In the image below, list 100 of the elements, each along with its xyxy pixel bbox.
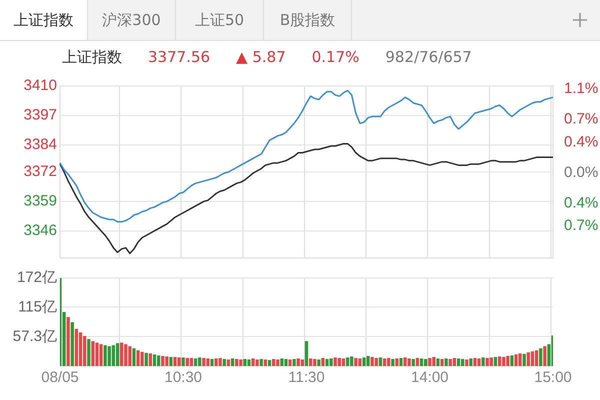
y2-tick-label: 0.7%: [564, 110, 598, 128]
text: 沪深300: [88, 0, 176, 40]
bar: [452, 358, 456, 366]
bar: [165, 356, 168, 366]
bar: [313, 359, 316, 366]
bar: [120, 342, 124, 366]
bar: [260, 359, 263, 366]
bar: [198, 357, 202, 366]
bar: [510, 355, 514, 366]
bar: [370, 356, 374, 366]
bar: [140, 352, 144, 366]
bar: [226, 360, 230, 366]
bar: [473, 358, 477, 366]
bar: [276, 360, 280, 366]
y-tick-label: 115亿: [18, 298, 57, 316]
bar: [456, 358, 460, 366]
chart-title: 上证指数: [62, 48, 122, 68]
x-tick-label: 10:30: [164, 369, 202, 386]
bar: [178, 357, 181, 366]
bar: [543, 346, 546, 366]
bar: [408, 358, 411, 366]
bar: [87, 339, 90, 366]
bar: [239, 360, 242, 366]
bar: [136, 350, 140, 366]
x-tick-label: 08/05: [41, 369, 79, 386]
x-tick-label: 14:00: [410, 369, 449, 386]
y-tick-label: 3346: [24, 222, 57, 239]
bar: [514, 354, 518, 366]
bar: [292, 359, 296, 366]
x-tick-label: 11:30: [288, 369, 325, 386]
bar: [378, 357, 382, 366]
bar: [251, 358, 255, 366]
y2-tick-label: 0.4%: [564, 133, 598, 150]
bar: [358, 358, 362, 366]
bar: [330, 358, 333, 366]
x-tick-label: 15:00: [534, 369, 572, 386]
bar: [526, 352, 530, 366]
bar: [482, 357, 485, 366]
text: ▲ 5.87: [236, 48, 286, 68]
bar: [399, 358, 403, 366]
bar: [490, 357, 494, 366]
bar: [469, 358, 472, 366]
bar: [280, 358, 284, 366]
bar: [362, 357, 366, 366]
bar: [308, 358, 312, 366]
y-tick-label: 3410: [24, 77, 57, 94]
bar: [169, 356, 173, 366]
bar: [325, 359, 329, 366]
bar: [382, 358, 386, 366]
y-tick-label: 3359: [24, 192, 57, 210]
bar: [321, 358, 325, 366]
bar: [387, 358, 390, 366]
bar: [83, 336, 86, 366]
bar: [218, 358, 222, 366]
bar: [346, 357, 350, 366]
bar: [210, 359, 214, 366]
bar: [300, 360, 304, 366]
bar: [99, 344, 103, 366]
bar: [518, 353, 522, 366]
bar: [235, 359, 238, 366]
text: 上证指数: [0, 0, 88, 40]
bar: [477, 358, 481, 366]
bar: [91, 341, 94, 366]
bar: [161, 356, 164, 366]
bar: [190, 358, 194, 366]
bar: [317, 360, 320, 366]
bar: [448, 359, 452, 366]
bar: [256, 360, 259, 366]
bar: [354, 358, 358, 366]
y-tick-label: 57.3亿: [12, 328, 57, 345]
bar: [288, 360, 292, 366]
bar: [202, 358, 206, 366]
bar: [444, 358, 448, 366]
bar: [108, 346, 111, 366]
bar: [132, 348, 136, 366]
text: 上证50: [176, 0, 264, 40]
bar: [428, 358, 432, 366]
y2-tick-label: 1.1%: [564, 80, 598, 98]
bar: [522, 354, 526, 366]
bar: [420, 358, 424, 366]
bar: [391, 359, 394, 366]
text: B股指数: [264, 0, 352, 40]
bar: [247, 360, 251, 366]
bar: [152, 354, 156, 366]
bar: [506, 356, 510, 366]
bar: [350, 356, 354, 366]
bar: [395, 358, 399, 366]
bar: [432, 356, 436, 366]
y-tick-label: 3384: [24, 136, 57, 153]
bar: [465, 360, 468, 366]
bar: [186, 358, 189, 366]
bar: [222, 359, 226, 366]
bar: [530, 351, 534, 366]
text: 0.17%: [312, 48, 360, 68]
bar: [173, 356, 177, 366]
y-tick-label: 3372: [24, 163, 57, 180]
bar: [539, 348, 542, 366]
bar: [70, 322, 74, 366]
text: 982/76/657: [385, 48, 472, 68]
bar: [412, 359, 415, 366]
